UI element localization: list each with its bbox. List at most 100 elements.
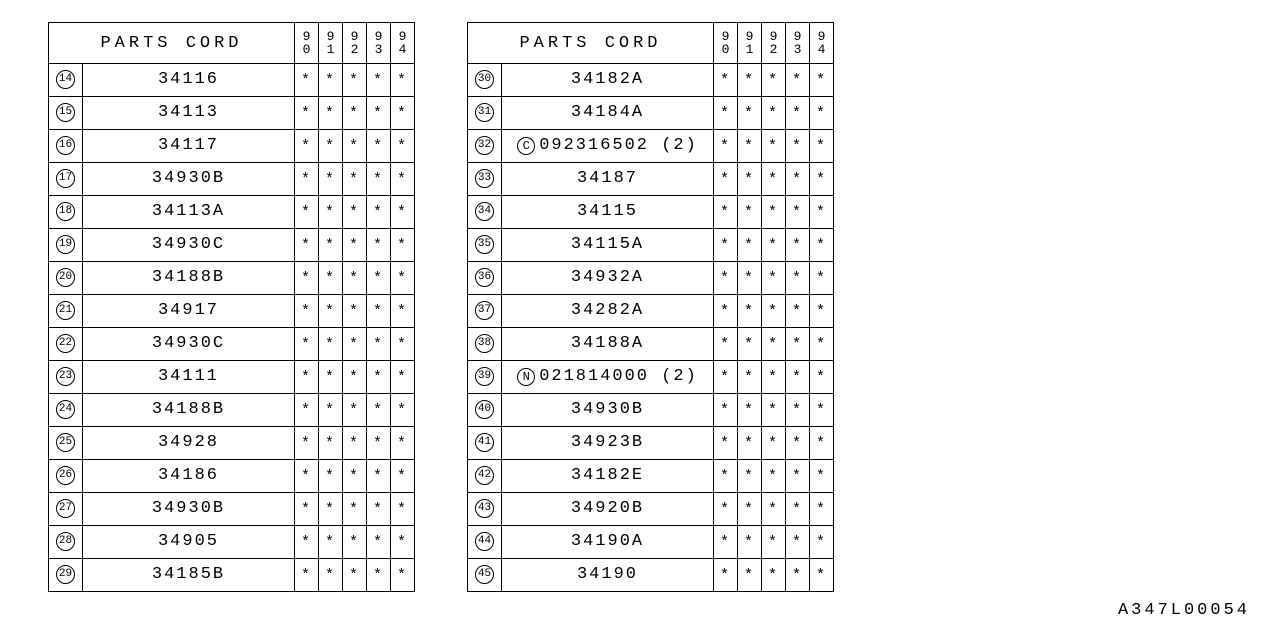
row-index: 16 [49,130,83,163]
year-mark: * [295,97,319,130]
part-code: 34923B [502,427,714,460]
year-mark: * [714,328,738,361]
part-code: 34905 [83,526,295,559]
part-code-text: 34187 [577,169,638,188]
table-row: 4234182E***** [468,460,834,493]
year-mark: * [295,64,319,97]
part-code: 34115 [502,196,714,229]
index-badge: 37 [475,301,494,320]
row-index: 23 [49,361,83,394]
header-year-93: 93 [786,23,810,64]
year-mark: * [295,328,319,361]
row-index: 29 [49,559,83,592]
index-badge: 42 [475,466,494,485]
part-code: 34930C [83,229,295,262]
part-code: 34115A [502,229,714,262]
year-mark: * [319,361,343,394]
year-mark: * [810,427,834,460]
part-code: 34113A [83,196,295,229]
year-mark: * [738,163,762,196]
year-mark: * [786,328,810,361]
year-mark: * [343,328,367,361]
year-mark: * [343,163,367,196]
year-mark: * [319,262,343,295]
year-mark: * [786,460,810,493]
year-mark: * [810,130,834,163]
year-mark: * [391,163,415,196]
year-mark: * [786,130,810,163]
year-mark: * [714,295,738,328]
row-index: 25 [49,427,83,460]
row-index: 32 [468,130,502,163]
year-mark: * [295,361,319,394]
row-index: 28 [49,526,83,559]
year-mark: * [786,97,810,130]
part-code: 34930B [502,394,714,427]
part-code-text: 092316502 (2) [539,136,698,155]
year-mark: * [714,361,738,394]
year-mark: * [391,262,415,295]
part-code: 34185B [83,559,295,592]
year-mark: * [786,64,810,97]
part-code: 34188A [502,328,714,361]
year-mark: * [391,427,415,460]
part-code-text: 34930B [152,499,225,518]
row-index: 18 [49,196,83,229]
part-code: N021814000 (2) [502,361,714,394]
part-code-text: 34930B [571,400,644,419]
year-mark: * [295,394,319,427]
year-mark: * [810,163,834,196]
part-code-text: 34182E [571,466,644,485]
year-mark: * [786,295,810,328]
year-mark: * [738,394,762,427]
part-code-text: 34113A [152,202,225,221]
year-mark: * [810,526,834,559]
part-code-text: 34930B [152,169,225,188]
table-row: 1734930B***** [49,163,415,196]
part-code-text: 34920B [571,499,644,518]
table-row: 3834188A***** [468,328,834,361]
part-code: 34182A [502,64,714,97]
row-index: 42 [468,460,502,493]
row-index: 20 [49,262,83,295]
year-mark: * [367,361,391,394]
part-code-text: 34282A [571,301,644,320]
year-mark: * [786,163,810,196]
year-mark: * [786,526,810,559]
header-year-90: 90 [714,23,738,64]
year-mark: * [786,493,810,526]
year-mark: * [319,64,343,97]
year-mark: * [762,526,786,559]
year-mark: * [738,427,762,460]
year-mark: * [762,460,786,493]
table-row: 3034182A***** [468,64,834,97]
year-mark: * [367,97,391,130]
year-mark: * [319,229,343,262]
year-mark: * [714,427,738,460]
year-mark: * [367,295,391,328]
year-mark: * [319,97,343,130]
year-mark: * [319,526,343,559]
part-code-text: 34932A [571,268,644,287]
year-mark: * [319,493,343,526]
part-code: 34190A [502,526,714,559]
year-mark: * [343,361,367,394]
index-badge: 15 [56,103,75,122]
table-row: 4034930B***** [468,394,834,427]
index-badge: 25 [56,433,75,452]
part-code: 34917 [83,295,295,328]
part-code-text: 34113 [158,103,219,122]
year-mark: * [738,130,762,163]
year-mark: * [762,361,786,394]
part-code-text: 34190 [577,565,638,584]
year-mark: * [714,559,738,592]
table-row: 3334187***** [468,163,834,196]
year-mark: * [738,460,762,493]
part-code: 34116 [83,64,295,97]
table-row: 4134923B***** [468,427,834,460]
year-mark: * [738,361,762,394]
table-row: 2934185B***** [49,559,415,592]
header-year-94: 94 [391,23,415,64]
part-code: 34188B [83,394,295,427]
year-mark: * [343,196,367,229]
